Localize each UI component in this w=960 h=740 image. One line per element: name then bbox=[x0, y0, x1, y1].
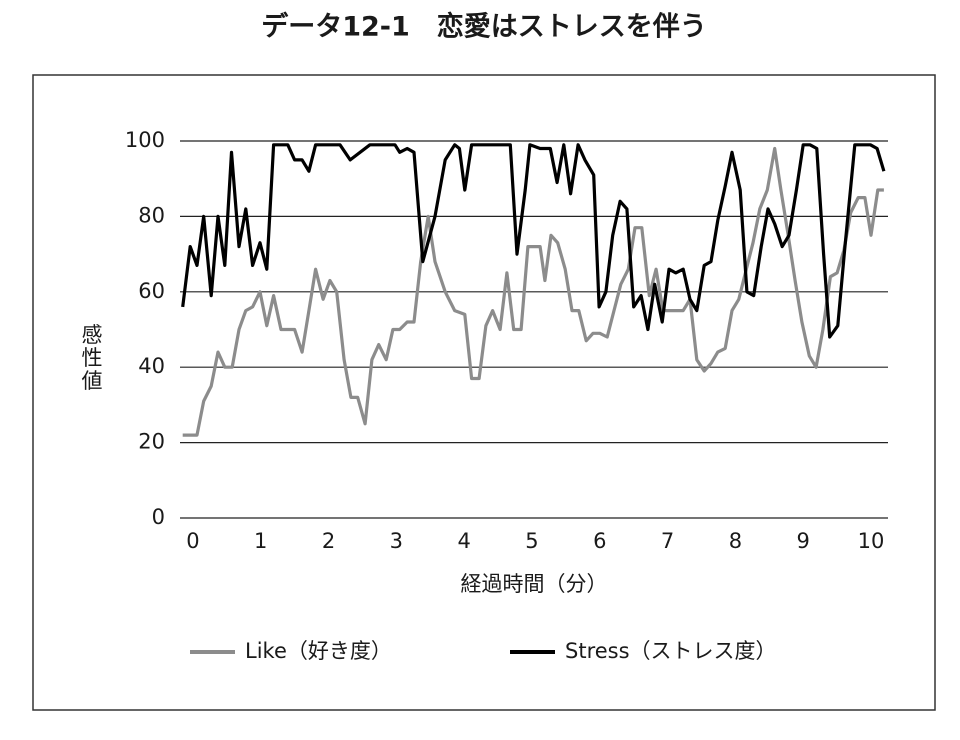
x-tick-label: 4 bbox=[457, 529, 470, 553]
y-tick-label: 20 bbox=[138, 430, 165, 454]
y-tick-label: 100 bbox=[125, 128, 165, 152]
x-tick-label: 1 bbox=[254, 529, 267, 553]
series-line bbox=[181, 143, 886, 339]
x-tick-label: 7 bbox=[661, 529, 674, 553]
legend-label: Stress（ストレス度） bbox=[565, 639, 777, 663]
x-tick-label: 0 bbox=[186, 529, 199, 553]
series-line bbox=[182, 146, 884, 437]
x-tick-label: 9 bbox=[797, 529, 810, 553]
frame bbox=[32, 74, 936, 711]
chart-title: データ12-1 恋愛はストレスを伴う bbox=[261, 11, 707, 43]
x-tick-label: 8 bbox=[729, 529, 742, 553]
y-tick-label: 60 bbox=[138, 279, 165, 303]
y-tick-label: 40 bbox=[138, 354, 165, 378]
x-tick-label: 3 bbox=[390, 529, 403, 553]
x-axis-label: 経過時間（分） bbox=[461, 572, 608, 596]
legend-label: Like（好き度） bbox=[245, 639, 392, 663]
x-tick-label: 2 bbox=[322, 529, 335, 553]
x-tick-label: 10 bbox=[858, 529, 885, 553]
y-tick-label: 0 bbox=[152, 505, 165, 529]
x-tick-label: 5 bbox=[525, 529, 538, 553]
y-tick-label: 80 bbox=[138, 203, 165, 227]
x-tick-label: 6 bbox=[593, 529, 606, 553]
y-axis-label: 感性値 bbox=[79, 324, 103, 393]
